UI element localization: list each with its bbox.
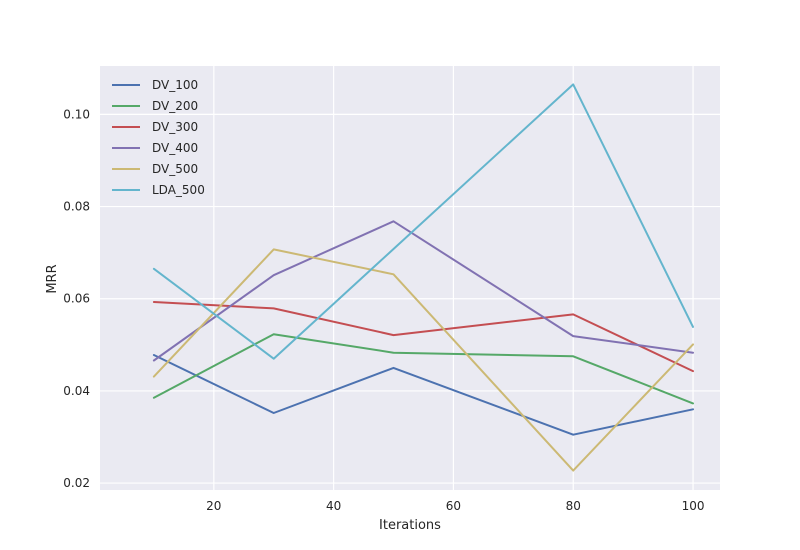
- series-line-lda-500: [152, 83, 694, 360]
- y-tick-label: 0.02: [63, 476, 90, 490]
- legend-label: DV_100: [152, 78, 198, 92]
- legend-label: DV_500: [152, 162, 198, 176]
- x-tick-label: 100: [682, 499, 705, 513]
- grid-lines: [100, 66, 720, 490]
- series-lines: [152, 83, 694, 472]
- series-line-dv-300: [152, 301, 694, 373]
- y-tick-label: 0.08: [63, 200, 90, 214]
- x-tick-label: 40: [326, 499, 341, 513]
- series-line-dv-100: [152, 354, 694, 436]
- legend-label: DV_400: [152, 141, 198, 155]
- y-axis-label: MRR: [45, 264, 60, 293]
- x-tick-label: 60: [446, 499, 461, 513]
- legend: DV_100 DV_200 DV_300 DV_400 DV_500 LDA_500: [112, 78, 205, 197]
- legend-label: DV_300: [152, 120, 198, 134]
- series-line-dv-200: [152, 333, 694, 405]
- tick-labels: 20 40 60 80 100 0.02 0.04 0.06 0.08 0.10: [63, 107, 704, 513]
- legend-label: DV_200: [152, 99, 198, 113]
- y-tick-label: 0.10: [63, 107, 90, 121]
- legend-label: LDA_500: [152, 183, 205, 197]
- x-axis-label: Iterations: [379, 518, 441, 533]
- x-tick-label: 20: [206, 499, 221, 513]
- plot-background: [100, 66, 720, 490]
- x-tick-label: 80: [566, 499, 581, 513]
- series-line-dv-500: [152, 248, 694, 472]
- y-tick-label: 0.04: [63, 384, 90, 398]
- series-line-dv-400: [152, 220, 694, 362]
- y-tick-label: 0.06: [63, 292, 90, 306]
